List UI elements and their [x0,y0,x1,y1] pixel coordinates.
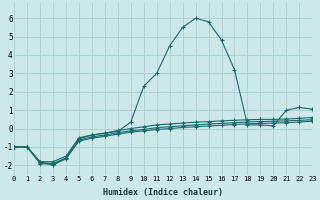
X-axis label: Humidex (Indice chaleur): Humidex (Indice chaleur) [103,188,223,197]
